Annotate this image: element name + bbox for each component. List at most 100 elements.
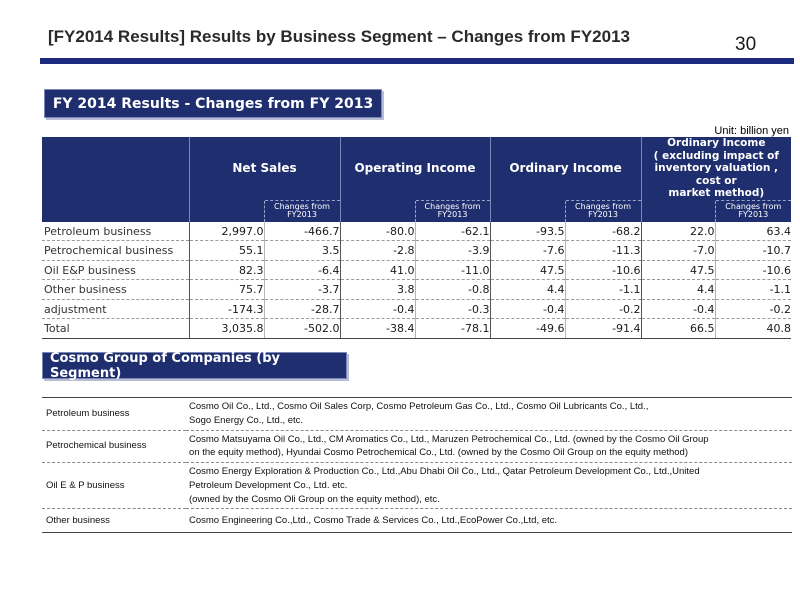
company-segment-label: Oil E & P business: [46, 479, 125, 491]
table-row: Petroleum business 2,997.0 -466.7 -80.0 -62.…: [42, 221, 792, 242]
table-cell: -0.4: [640, 299, 716, 320]
subheader-blank: [188, 199, 264, 222]
table-cell: 66.5: [640, 318, 716, 339]
table-cell: -466.7: [263, 221, 341, 242]
company-segment-label: Petroleum business: [46, 407, 130, 419]
table-cell: -10.6: [714, 260, 792, 281]
header-ordinary-income: Ordinary Income: [489, 137, 642, 201]
row-segment-label: Oil E&P business: [42, 260, 189, 281]
table-cell: 4.4: [640, 279, 716, 300]
company-list-line: (owned by the Cosmo Oli Group on the equ…: [189, 493, 440, 505]
company-list-line: Cosmo Engineering Co.,Ltd., Cosmo Trade …: [189, 514, 558, 526]
table-cell: -10.6: [564, 260, 642, 281]
results-section-label: FY 2014 Results - Changes from FY 2013: [44, 89, 382, 118]
company-list: Cosmo Energy Exploration & Production Co…: [186, 463, 792, 509]
header-oi-ex-line: Ordinary Income: [667, 137, 766, 149]
table-cell: -7.0: [640, 240, 716, 261]
company-segment-label: Petrochemical business: [46, 440, 147, 452]
table-cell: 75.7: [188, 279, 264, 300]
table-cell: -1.1: [564, 279, 642, 300]
table-cell: -174.3: [188, 299, 264, 320]
table-cell: -0.8: [414, 279, 491, 300]
table-cell: -0.2: [564, 299, 642, 320]
page-number: 30: [735, 34, 757, 55]
table-cell: -7.6: [489, 240, 566, 261]
changes-line: Changes from: [575, 201, 631, 211]
subheader-changes-from-fy2013: Changes from FY2013: [263, 199, 341, 222]
table-cell: -502.0: [263, 318, 341, 339]
subheader-changes-from-fy2013: Changes from FY2013: [714, 199, 792, 222]
table-cell: -38.4: [339, 318, 416, 339]
company-list: Cosmo Engineering Co.,Ltd., Cosmo Trade …: [186, 509, 792, 533]
table-cell: -80.0: [339, 221, 416, 242]
table-cell: -0.4: [489, 299, 566, 320]
table-cell: -68.2: [564, 221, 642, 242]
header-net-sales: Net Sales: [188, 137, 341, 201]
changes-line: Changes from: [274, 201, 330, 211]
list-item: Other business Cosmo Engineering Co.,Ltd.…: [42, 509, 792, 533]
row-segment-label: adjustment: [42, 299, 189, 320]
table-row: Other business 75.7 -3.7 3.8 -0.8 4.4 -1.1 4.4-…: [42, 279, 792, 300]
table-cell: 82.3: [188, 260, 264, 281]
table-cell: -3.7: [263, 279, 341, 300]
company-list: Cosmo Matsuyama Oil Co., Ltd., CM Aromat…: [186, 430, 792, 463]
changes-line: FY2013: [588, 210, 618, 220]
company-list-line: Cosmo Energy Exploration & Production Co…: [189, 466, 700, 478]
table-cell: -11.3: [564, 240, 642, 261]
header-operating-income: Operating Income: [339, 137, 491, 201]
company-list-line: Petroleum Development Co., Ltd. etc.: [189, 479, 348, 491]
table-cell: -91.4: [564, 318, 642, 339]
company-list: Cosmo Oil Co., Ltd., Cosmo Oil Sales Cor…: [186, 398, 792, 431]
table-cell: 47.5: [489, 260, 566, 281]
changes-line: FY2013: [437, 210, 468, 220]
company-list-line: Sogo Energy Co., Ltd., etc.: [189, 414, 304, 426]
changes-line: Changes from: [424, 201, 481, 211]
table-cell: 3,035.8: [188, 318, 264, 339]
table-cell: 4.4: [489, 279, 566, 300]
subheader-changes-from-fy2013: Changes from FY2013: [564, 199, 642, 222]
header-oi-ex-line: ( excluding impact of: [653, 149, 779, 162]
table-cell: 47.5: [640, 260, 716, 281]
table-row: Total 3,035.8 -502.0 -38.4 -78.1 -49.6 -91.4 66…: [42, 318, 792, 339]
table-cell: 63.4: [714, 221, 792, 242]
list-item: Petroleum business Cosmo Oil Co., Ltd., C…: [42, 397, 792, 431]
table-cell: 2,997.0: [188, 221, 264, 242]
list-item: Petrochemical business Cosmo Matsuyama Oi…: [42, 430, 792, 463]
changes-line: FY2013: [287, 210, 317, 220]
table-cell: -1.1: [714, 279, 792, 300]
table-cell: -11.0: [414, 260, 491, 281]
companies-table: Petroleum business Cosmo Oil Co., Ltd., C…: [42, 397, 792, 533]
table-cell: -0.2: [714, 299, 792, 320]
subheader-changes-from-fy2013: Changes from FY2013: [414, 199, 491, 222]
table-row: adjustment -174.3 -28.7 -0.4 -0.3 -0.4 -0.2 -0.…: [42, 299, 792, 320]
table-cell: -78.1: [414, 318, 491, 339]
table-cell: -10.7: [714, 240, 792, 261]
table-row: Petrochemical business 55.1 3.5 -2.8 -3.9 -7.…: [42, 240, 792, 261]
company-segment-label: Other business: [46, 514, 110, 526]
table-cell: -0.4: [339, 299, 416, 320]
company-list-line: Cosmo Matsuyama Oil Co., Ltd., CM Aromat…: [189, 433, 709, 445]
table-cell: -62.1: [414, 221, 491, 242]
subheader-blank: [339, 199, 416, 222]
row-segment-label: Petroleum business: [42, 221, 189, 242]
row-segment-label: Total: [42, 318, 189, 339]
page-title: [FY2014 Results] Results by Business Seg…: [48, 27, 630, 46]
table-cell: -2.8: [339, 240, 416, 261]
company-list-line: on the equity method), Hyundai Cosmo Pet…: [189, 447, 689, 459]
table-cell: -49.6: [489, 318, 566, 339]
companies-section-label: Cosmo Group of Companies (by Segment): [42, 351, 347, 381]
list-item: Oil E & P business Cosmo Energy Explorati…: [42, 463, 792, 509]
header-oi-ex-line: market method): [668, 187, 765, 200]
table-cell: -3.9: [414, 240, 491, 261]
subheader-blank: [42, 199, 189, 222]
table-cell: 41.0: [339, 260, 416, 281]
subheader-blank: [489, 199, 566, 222]
table-cell: -0.3: [414, 299, 491, 320]
table-cell: 3.8: [339, 279, 416, 300]
table-cell: -28.7: [263, 299, 341, 320]
subheader-blank: [640, 199, 716, 222]
company-list-line: Cosmo Oil Co., Ltd., Cosmo Oil Sales Cor…: [189, 401, 649, 412]
results-table: Net Sales Operating Income Ordinary Inco…: [42, 137, 792, 339]
table-row: Oil E&P business 82.3 -6.4 41.0 -11.0 47.5 -10…: [42, 260, 792, 281]
row-segment-label: Other business: [42, 279, 189, 300]
